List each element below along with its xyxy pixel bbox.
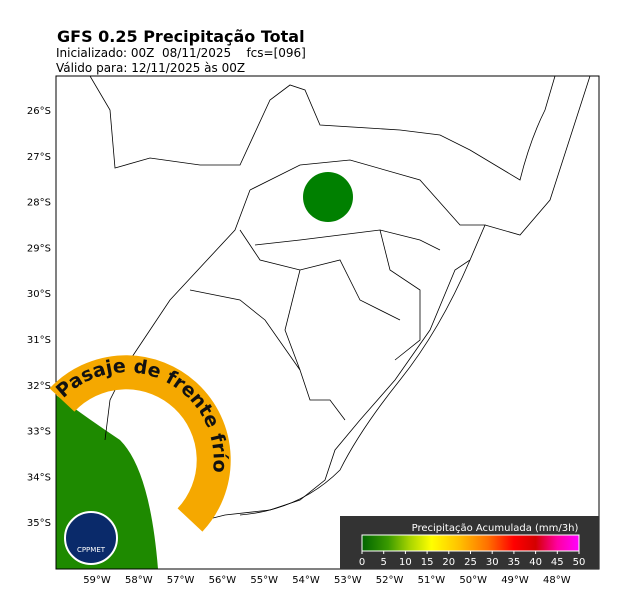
lon-label: 58°W — [125, 575, 153, 586]
map — [56, 76, 591, 569]
colorbar-tick-label: 50 — [573, 557, 586, 568]
title: GFS 0.25 Precipitação Total — [57, 27, 305, 46]
lat-label: 30°S — [27, 289, 51, 300]
colorbar-tick-label: 30 — [486, 557, 499, 568]
map-frame — [55, 75, 600, 570]
logo-badge — [64, 511, 118, 565]
colorbar-tick-label: 45 — [551, 557, 564, 568]
colorbar-tick-label: 20 — [442, 557, 455, 568]
colorbar-tick-label: 10 — [399, 557, 412, 568]
lon-label: 50°W — [459, 575, 487, 586]
colorbar-tick-label: 35 — [508, 557, 521, 568]
lat-label: 35°S — [27, 518, 51, 529]
lat-label: 26°S — [27, 106, 51, 117]
lon-label: 51°W — [418, 575, 446, 586]
colorbar-title: Precipitação Acumulada (mm/3h) — [412, 523, 579, 534]
lon-label: 48°W — [543, 575, 571, 586]
lon-label: 53°W — [334, 575, 362, 586]
logo-name: CPPMET — [77, 546, 106, 554]
precip-blob — [303, 172, 353, 222]
lon-label: 56°W — [209, 575, 237, 586]
lat-axis: 26°S 27°S 28°S 29°S 30°S 31°S 32°S 33°S 34°S 35°S — [27, 106, 51, 529]
colorbar — [361, 534, 580, 552]
lat-label: 28°S — [27, 198, 51, 209]
colorbar-tick-label: 25 — [464, 557, 477, 568]
lat-label: 33°S — [27, 427, 51, 438]
init-line: Inicializado: 00Z 08/11/2025 fcs=[096] — [56, 46, 306, 60]
colorbar-tick-label: 40 — [529, 557, 542, 568]
colorbar-tick-label: 0 — [359, 557, 365, 568]
borders — [89, 76, 591, 521]
colorbar-ticks: 0 5 10 15 20 25 30 35 40 45 50 — [359, 551, 586, 568]
lon-label: 57°W — [167, 575, 195, 586]
lon-label: 54°W — [292, 575, 320, 586]
lon-label: 49°W — [501, 575, 529, 586]
lon-label: 52°W — [376, 575, 404, 586]
lon-label: 59°W — [83, 575, 111, 586]
colorbar-tick-label: 5 — [381, 557, 387, 568]
colorbar-tick-label: 15 — [421, 557, 434, 568]
valid-line: Válido para: 12/11/2025 às 00Z — [56, 61, 245, 75]
lon-label: 55°W — [250, 575, 278, 586]
lat-label: 32°S — [27, 381, 51, 392]
lat-label: 31°S — [27, 335, 51, 346]
logo-ribbon — [49, 355, 231, 532]
lat-label: 29°S — [27, 243, 51, 254]
lon-axis: 59°W 58°W 57°W 56°W 55°W 54°W 53°W 52°W 51°W 50°W… — [83, 575, 571, 586]
lat-label: 34°S — [27, 472, 51, 483]
lat-label: 27°S — [27, 152, 51, 163]
